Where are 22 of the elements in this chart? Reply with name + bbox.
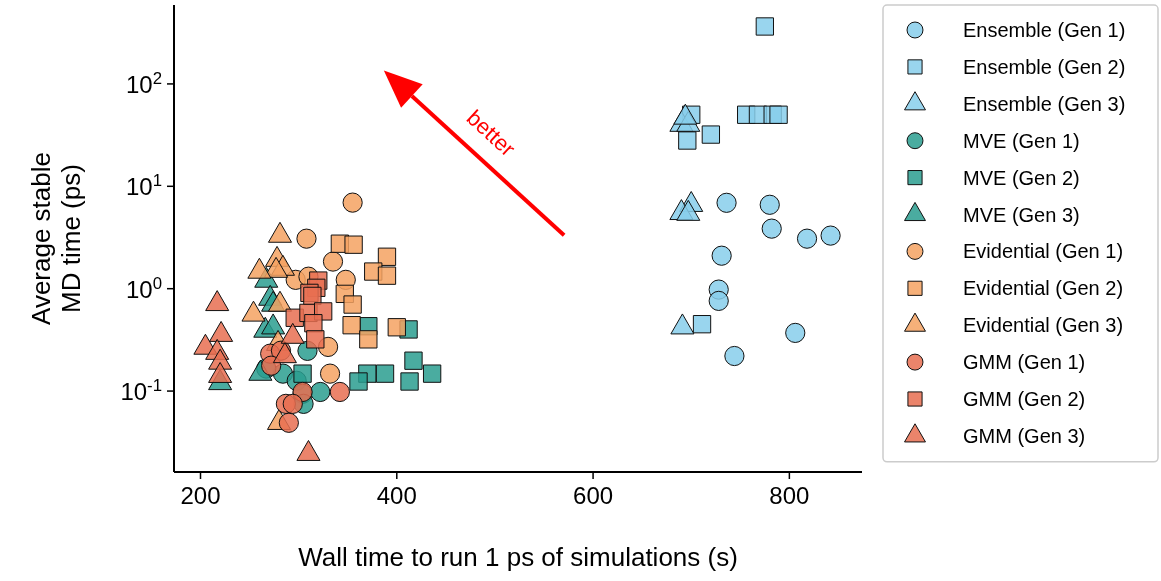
legend-label: Evidential (Gen 1) xyxy=(963,240,1124,263)
legend-label: GMM (Gen 2) xyxy=(963,388,1086,410)
x-tick-label: 800 xyxy=(769,482,810,509)
x-axis-title: Wall time to run 1 ps of simulations (s) xyxy=(298,542,738,572)
legend-label: MVE (Gen 2) xyxy=(963,166,1080,189)
legend-label: GMM (Gen 3) xyxy=(963,424,1086,447)
y-tick-label: 10$^{-1}$ xyxy=(120,375,162,406)
legend-label: MVE (Gen 1) xyxy=(963,129,1080,152)
x-tick-label: 400 xyxy=(376,482,417,509)
x-tick-label: 200 xyxy=(180,482,221,509)
y-tick-label: 10$^{1}$ xyxy=(125,170,162,201)
legend-label: Ensemble (Gen 3) xyxy=(963,92,1126,115)
legend-label: GMM (Gen 1) xyxy=(963,351,1086,374)
y-tick-label: 10$^{2}$ xyxy=(125,68,162,98)
legend-label: MVE (Gen 3) xyxy=(963,203,1080,226)
x-tick-label: 600 xyxy=(573,482,614,509)
legend-label: Evidential (Gen 2) xyxy=(963,277,1124,300)
y-tick-label: 10$^{0}$ xyxy=(125,273,162,303)
legend-label: Ensemble (Gen 1) xyxy=(963,19,1126,41)
legend-label: Ensemble (Gen 2) xyxy=(963,55,1126,78)
legend-label: Evidential (Gen 3) xyxy=(963,314,1124,337)
y-axis-title: Average stable MD time (ps) xyxy=(26,152,86,325)
